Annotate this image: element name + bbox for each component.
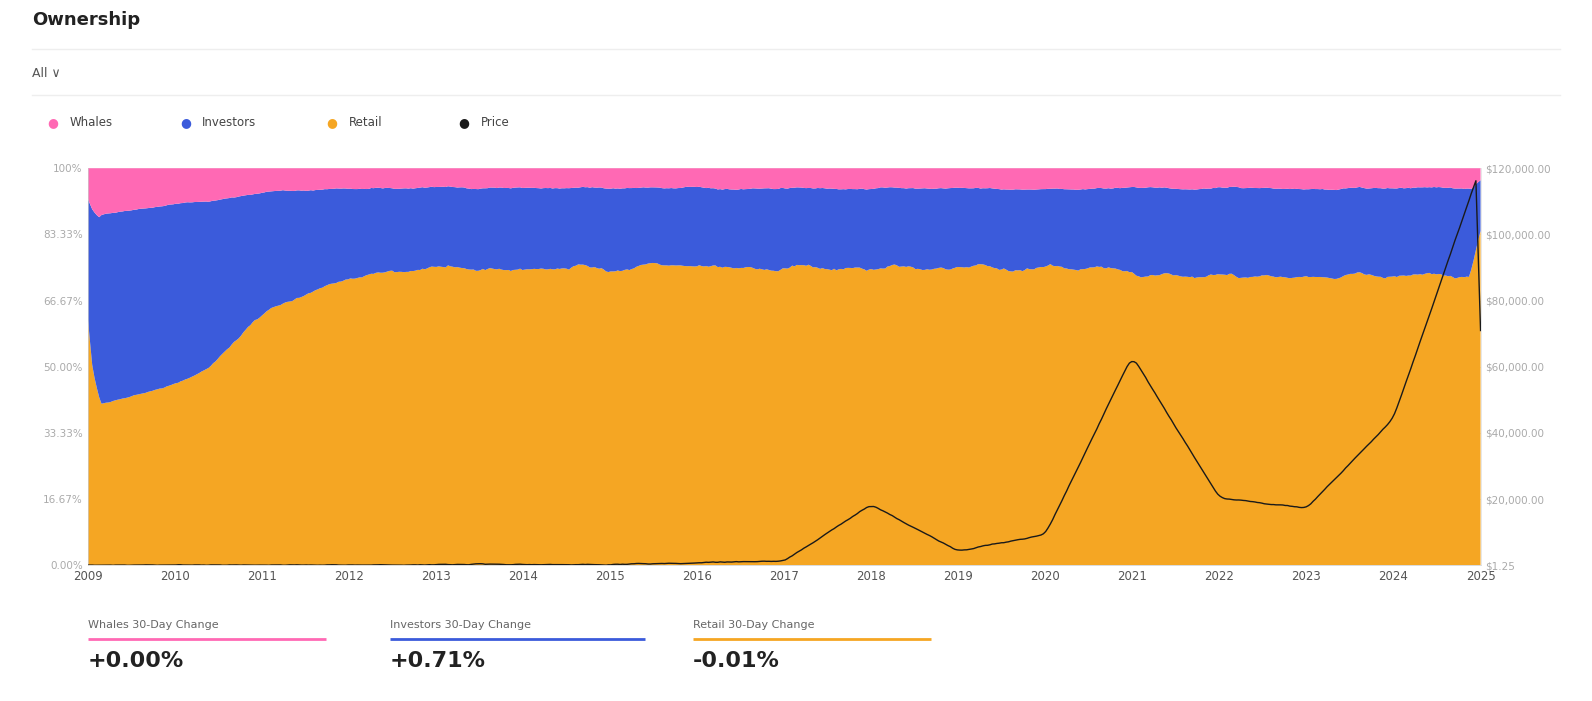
Text: Investors 30-Day Change: Investors 30-Day Change (390, 620, 532, 630)
Text: -0.01%: -0.01% (693, 651, 780, 671)
Text: Retail: Retail (349, 116, 382, 129)
Text: ●: ● (180, 116, 191, 129)
Text: +0.71%: +0.71% (390, 651, 486, 671)
Text: Retail 30-Day Change: Retail 30-Day Change (693, 620, 814, 630)
Text: Whales 30-Day Change: Whales 30-Day Change (88, 620, 218, 630)
Text: ●: ● (326, 116, 338, 129)
Text: ●: ● (48, 116, 59, 129)
Text: All ∨: All ∨ (32, 67, 60, 80)
Text: ●: ● (458, 116, 470, 129)
Text: Ownership: Ownership (32, 11, 140, 29)
Text: Investors: Investors (202, 116, 256, 129)
Text: Price: Price (481, 116, 509, 129)
Text: Whales: Whales (70, 116, 113, 129)
Text: +0.00%: +0.00% (88, 651, 183, 671)
